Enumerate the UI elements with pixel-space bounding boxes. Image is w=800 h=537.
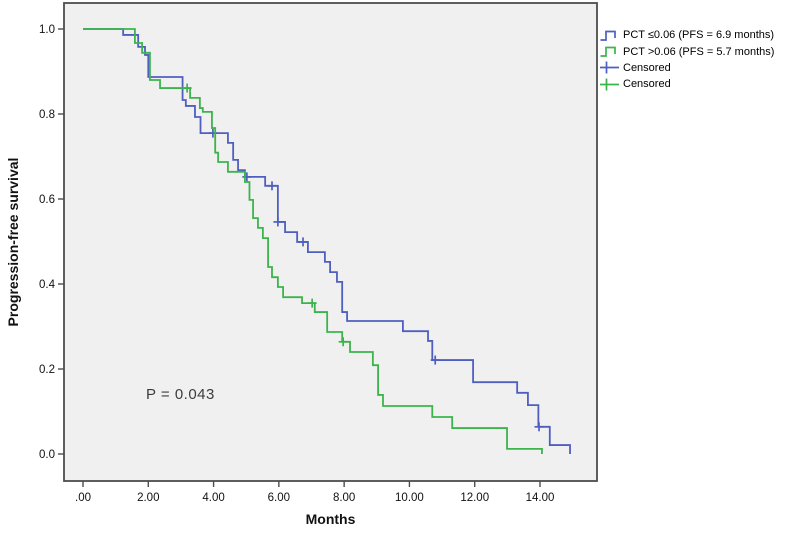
y-tick-label: 0.8 [39, 109, 55, 121]
x-tick-label: 10.00 [395, 492, 424, 504]
censored-plus-mark [298, 237, 308, 247]
x-tick-label: 14.00 [526, 492, 555, 504]
legend-item: Censored [600, 76, 774, 92]
x-axis-title: Months [305, 511, 356, 527]
x-tick-label: 12.00 [460, 492, 489, 504]
y-tick-label: 0.0 [39, 449, 55, 461]
survival-curve [83, 28, 571, 454]
plot-area [63, 2, 598, 482]
legend-step-line-icon [600, 46, 616, 57]
legend-item: PCT ≤0.06 (PFS = 6.9 months) [600, 27, 774, 43]
x-tick-label: 2.00 [137, 492, 159, 504]
legend-item-label: PCT ≤0.06 (PFS = 6.9 months) [623, 29, 775, 42]
legend-item-label: PCT >0.06 (PFS = 5.7 months) [623, 45, 775, 58]
x-tick-label: 8.00 [333, 492, 355, 504]
legend-plus-shape [600, 61, 619, 74]
x-tick-label: 4.00 [202, 492, 224, 504]
censored-plus-mark [242, 172, 252, 182]
censored-plus-mark [267, 181, 277, 191]
x-tick-label: 6.00 [268, 492, 290, 504]
censored-plus-mark [534, 422, 544, 432]
y-tick-label: 0.4 [39, 279, 56, 291]
censored-plus-mark [338, 337, 348, 347]
censored-plus-mark [182, 83, 192, 93]
survival-curve [83, 28, 543, 454]
y-axis-title: Progression-free survival [5, 157, 21, 327]
legend-censored-plus-icon [600, 61, 619, 74]
y-tick-label: 0.2 [39, 364, 55, 376]
legend-item-label: Censored [623, 78, 671, 91]
censored-plus-mark [430, 355, 440, 365]
legend-censored-plus-icon [600, 78, 619, 91]
y-tick-label: 0.6 [39, 194, 55, 206]
y-tick-label: 1.0 [39, 24, 55, 36]
legend-step-shape [600, 30, 616, 41]
legend-item: Censored [600, 60, 774, 76]
legend-step-shape [600, 46, 616, 57]
legend-item-label: Censored [623, 61, 671, 74]
legend-item: PCT >0.06 (PFS = 5.7 months) [600, 43, 774, 59]
censored-plus-mark [273, 217, 283, 227]
x-tick-label: .00 [75, 492, 91, 504]
p-value-annotation: P = 0.043 [146, 386, 215, 403]
legend-plus-shape [600, 78, 619, 91]
legend: PCT ≤0.06 (PFS = 6.9 months) PCT >0.06 (… [600, 27, 774, 93]
legend-step-line-icon [600, 30, 616, 41]
censored-plus-mark [307, 298, 317, 308]
